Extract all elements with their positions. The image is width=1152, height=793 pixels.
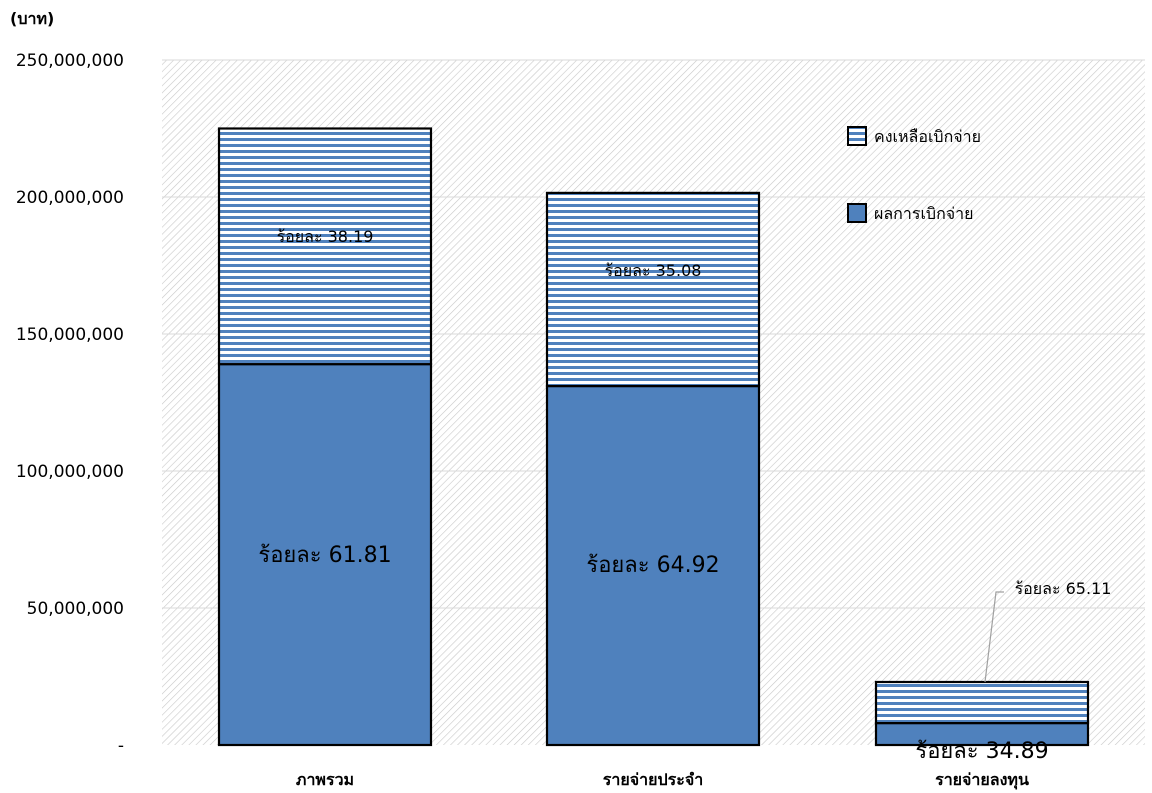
y-tick-label: 250,000,000 [16, 51, 124, 71]
y-tick-label: 200,000,000 [16, 188, 124, 208]
data-label-disbursed: ร้อยละ 61.81 [258, 543, 391, 568]
x-axis-ticks: ภาพรวม รายจ่ายประจำ รายจ่ายลงทุน [296, 770, 1029, 790]
y-tick-label: 150,000,000 [16, 325, 124, 345]
x-tick-label: ภาพรวม [296, 770, 354, 789]
x-tick-label: รายจ่ายลงทุน [935, 770, 1029, 790]
x-tick-label: รายจ่ายประจำ [603, 770, 703, 789]
bar-labels: ร้อยละ 61.81 ร้อยละ 38.19 ร้อยละ 64.92 ร้อย… [258, 227, 1111, 764]
legend-swatch-remaining [847, 126, 867, 146]
bars [217, 127, 1090, 747]
legend-swatch-disbursed [847, 203, 867, 223]
y-axis-unit-label: (บาท) [10, 9, 54, 28]
bar-disbursed-1 [217, 363, 433, 747]
y-tick-label: 50,000,000 [27, 599, 124, 619]
bar-remaining-2 [545, 191, 761, 388]
y-tick-label: 100,000,000 [16, 462, 124, 482]
data-label-remaining: ร้อยละ 38.19 [277, 227, 374, 246]
data-label-disbursed: ร้อยละ 64.92 [586, 553, 719, 578]
bar-remaining-1 [217, 127, 433, 366]
bar-disbursed-2 [545, 384, 761, 747]
data-label-remaining: ร้อยละ 65.11 [1015, 579, 1112, 598]
data-label-remaining: ร้อยละ 35.08 [605, 261, 702, 280]
data-label-disbursed: ร้อยละ 34.89 [915, 739, 1048, 764]
y-tick-label: - [118, 736, 124, 756]
leader-line [984, 591, 1004, 683]
legend-label-remaining: คงเหลือเบิกจ่าย [874, 127, 981, 146]
legend: คงเหลือเบิกจ่าย ผลการเบิกจ่าย [847, 126, 981, 223]
legend-label-disbursed: ผลการเบิกจ่าย [874, 204, 974, 223]
bar-remaining-3 [874, 680, 1090, 725]
y-axis-ticks: - 50,000,000 100,000,000 150,000,000 200,000… [16, 51, 124, 756]
